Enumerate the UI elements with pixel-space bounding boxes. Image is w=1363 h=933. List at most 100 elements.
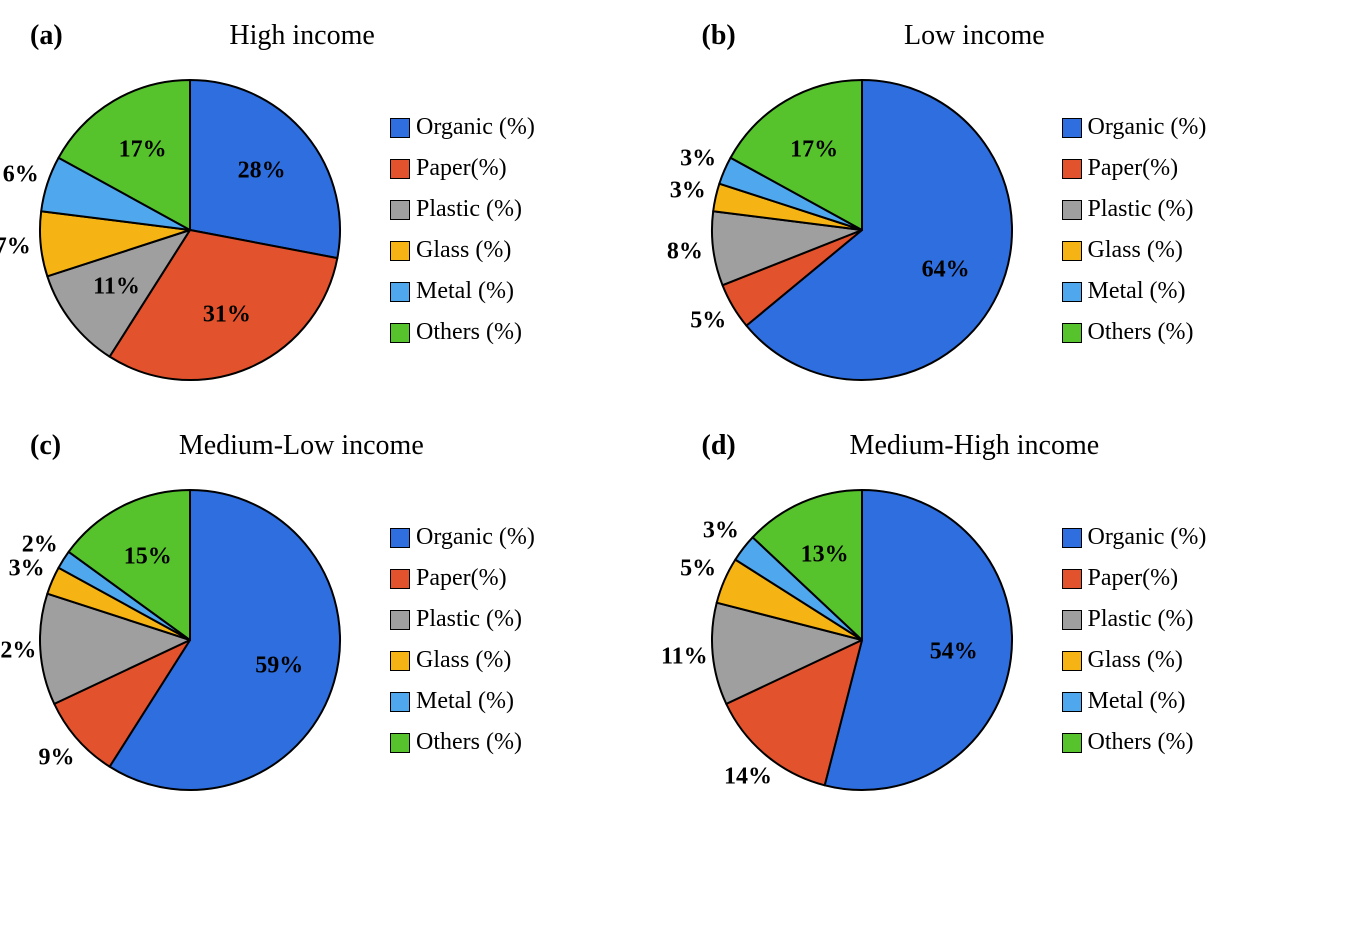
legend-label: Organic (%) xyxy=(1088,114,1207,141)
legend-label: Paper(%) xyxy=(416,155,507,182)
chart-panel: (c)Medium-Low income59%9%12%3%2%15%Organ… xyxy=(20,430,672,810)
legend-swatch xyxy=(1062,692,1082,712)
legend: Organic (%) Paper(%) Plastic (%) Glass (%) M… xyxy=(390,114,535,346)
legend-swatch xyxy=(1062,118,1082,138)
legend-label: Metal (%) xyxy=(1088,278,1186,305)
legend-label: Plastic (%) xyxy=(416,196,522,223)
legend-label: Plastic (%) xyxy=(1088,196,1194,223)
chart-panel: (a)High income28%31%11%7%6%17%Organic (%… xyxy=(20,20,672,400)
legend-item: Others (%) xyxy=(1062,729,1207,756)
legend-swatch xyxy=(390,692,410,712)
legend-label: Others (%) xyxy=(1088,319,1194,346)
chart-panel: (b) Low income 64%5%8%3%3%17% Organic (%) Pa… xyxy=(692,20,1344,400)
legend: Organic (%) Paper(%) Plastic (%) Glass (%) M… xyxy=(390,524,535,756)
legend-label: Metal (%) xyxy=(1088,688,1186,715)
legend: Organic (%) Paper(%) Plastic (%) Glass (%) M… xyxy=(1062,524,1207,756)
legend-item: Plastic (%) xyxy=(1062,196,1207,223)
legend-item: Others (%) xyxy=(390,319,535,346)
legend-swatch xyxy=(1062,159,1082,179)
legend-label: Others (%) xyxy=(416,319,522,346)
legend-item: Metal (%) xyxy=(1062,278,1207,305)
pie-chart: 59%9%12%3%2%15% xyxy=(20,470,360,810)
pie-chart: 64%5%8%3%3%17% xyxy=(692,60,1032,400)
legend-swatch xyxy=(1062,733,1082,753)
chart-row: 54%14%11%5%3%13% Organic (%) Paper(%) Plast… xyxy=(692,470,1344,810)
legend-swatch xyxy=(390,323,410,343)
legend-label: Others (%) xyxy=(416,729,522,756)
legend-label: Metal (%) xyxy=(416,688,514,715)
legend-item: Glass (%) xyxy=(390,237,535,264)
pie-chart: 28%31%11%7%6%17% xyxy=(20,60,360,400)
legend-swatch xyxy=(390,200,410,220)
legend-label: Glass (%) xyxy=(1088,647,1183,674)
legend-item: Plastic (%) xyxy=(390,606,535,633)
panel-title: Medium-Low income xyxy=(91,430,671,462)
legend-swatch xyxy=(390,610,410,630)
legend-label: Glass (%) xyxy=(416,647,511,674)
legend-swatch xyxy=(1062,569,1082,589)
legend-item: Glass (%) xyxy=(390,647,535,674)
panel-title-row: (c) Medium-Low income xyxy=(20,430,672,462)
panel-title: Medium-High income xyxy=(766,430,1343,462)
legend-label: Plastic (%) xyxy=(1088,606,1194,633)
legend-swatch xyxy=(1062,651,1082,671)
legend-swatch xyxy=(1062,528,1082,548)
legend-item: Paper(%) xyxy=(390,155,535,182)
panel-letter: (a) xyxy=(30,20,63,52)
legend-label: Paper(%) xyxy=(1088,565,1179,592)
panel-title: Low income xyxy=(766,20,1343,52)
legend-swatch xyxy=(390,651,410,671)
legend-swatch xyxy=(390,528,410,548)
legend-label: Paper(%) xyxy=(416,565,507,592)
legend-swatch xyxy=(1062,282,1082,302)
legend-swatch xyxy=(1062,200,1082,220)
legend-label: Others (%) xyxy=(1088,729,1194,756)
legend-item: Organic (%) xyxy=(1062,524,1207,551)
legend-item: Metal (%) xyxy=(390,278,535,305)
legend-swatch xyxy=(1062,610,1082,630)
legend-item: Organic (%) xyxy=(1062,114,1207,141)
chart-grid: (a)High income28%31%11%7%6%17%Organic (%… xyxy=(20,20,1343,810)
legend-swatch xyxy=(390,282,410,302)
legend-label: Paper(%) xyxy=(1088,155,1179,182)
legend-swatch xyxy=(390,569,410,589)
legend-item: Glass (%) xyxy=(1062,237,1207,264)
panel-title-row: (d) Medium-High income xyxy=(692,430,1344,462)
legend-label: Plastic (%) xyxy=(416,606,522,633)
legend-swatch xyxy=(390,159,410,179)
legend-label: Organic (%) xyxy=(416,114,535,141)
legend-label: Organic (%) xyxy=(416,524,535,551)
legend-item: Paper(%) xyxy=(1062,155,1207,182)
legend-item: Organic (%) xyxy=(390,114,535,141)
legend-item: Plastic (%) xyxy=(1062,606,1207,633)
panel-letter: (b) xyxy=(702,20,736,52)
legend-item: Paper(%) xyxy=(390,565,535,592)
legend-swatch xyxy=(1062,323,1082,343)
panel-title: High income xyxy=(93,20,672,52)
legend-label: Organic (%) xyxy=(1088,524,1207,551)
legend-label: Glass (%) xyxy=(416,237,511,264)
chart-row: 28%31%11%7%6%17% Organic (%) Paper(%) Plast… xyxy=(20,60,672,400)
panel-letter: (c) xyxy=(30,430,61,462)
legend-item: Others (%) xyxy=(1062,319,1207,346)
chart-panel: (d)Medium-High income54%14%11%5%3%13%Org… xyxy=(692,430,1344,810)
legend-item: Metal (%) xyxy=(1062,688,1207,715)
chart-row: 64%5%8%3%3%17% Organic (%) Paper(%) Plastic… xyxy=(692,60,1344,400)
chart-row: 59%9%12%3%2%15% Organic (%) Paper(%) Plasti… xyxy=(20,470,672,810)
panel-letter: (d) xyxy=(702,430,736,462)
pie-chart: 54%14%11%5%3%13% xyxy=(692,470,1032,810)
legend-swatch xyxy=(390,241,410,261)
legend-item: Paper(%) xyxy=(1062,565,1207,592)
legend-item: Plastic (%) xyxy=(390,196,535,223)
legend: Organic (%) Paper(%) Plastic (%) Glass (%) M… xyxy=(1062,114,1207,346)
pie-slice xyxy=(190,80,340,258)
panel-title-row: (a) High income xyxy=(20,20,672,52)
legend-label: Metal (%) xyxy=(416,278,514,305)
legend-swatch xyxy=(1062,241,1082,261)
legend-label: Glass (%) xyxy=(1088,237,1183,264)
legend-item: Organic (%) xyxy=(390,524,535,551)
legend-item: Metal (%) xyxy=(390,688,535,715)
legend-swatch xyxy=(390,118,410,138)
legend-item: Glass (%) xyxy=(1062,647,1207,674)
panel-title-row: (b) Low income xyxy=(692,20,1344,52)
